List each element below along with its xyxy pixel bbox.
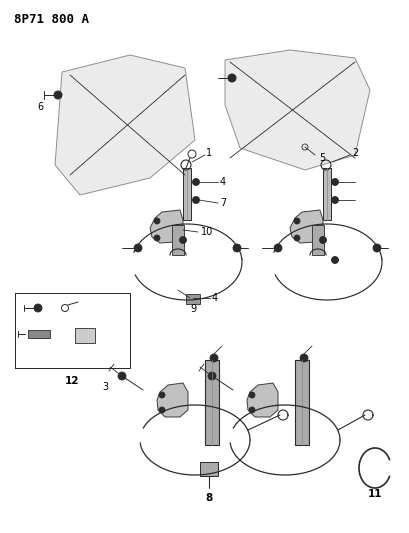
Bar <box>15 293 130 368</box>
Polygon shape <box>225 50 370 170</box>
Text: 8P71 800 A: 8P71 800 A <box>14 13 89 26</box>
Circle shape <box>249 407 255 413</box>
Circle shape <box>332 179 339 185</box>
Circle shape <box>319 237 326 244</box>
Circle shape <box>373 244 381 252</box>
Text: 8: 8 <box>205 493 213 503</box>
Text: 12: 12 <box>65 376 79 386</box>
Text: 2: 2 <box>352 148 358 158</box>
Circle shape <box>159 392 165 398</box>
Bar <box>200 462 218 476</box>
Circle shape <box>210 354 218 362</box>
Text: 9: 9 <box>190 304 196 314</box>
Bar <box>75 328 95 343</box>
Polygon shape <box>55 55 195 195</box>
Text: 11: 11 <box>368 489 382 499</box>
Text: 4: 4 <box>220 177 226 187</box>
Circle shape <box>208 372 216 380</box>
Polygon shape <box>157 383 188 417</box>
Circle shape <box>249 392 255 398</box>
Circle shape <box>228 74 236 82</box>
Circle shape <box>193 197 200 204</box>
Circle shape <box>159 407 165 413</box>
Polygon shape <box>247 383 278 417</box>
Circle shape <box>34 304 42 312</box>
Bar <box>205 360 219 445</box>
Text: 6: 6 <box>37 102 43 112</box>
Bar <box>186 294 200 304</box>
Circle shape <box>154 218 160 224</box>
Text: 1: 1 <box>206 148 212 158</box>
Bar <box>183 168 191 220</box>
Polygon shape <box>28 330 50 338</box>
Polygon shape <box>150 210 183 243</box>
Text: 3: 3 <box>102 382 108 392</box>
Text: 10: 10 <box>201 227 213 237</box>
Circle shape <box>274 244 282 252</box>
Circle shape <box>134 244 142 252</box>
Circle shape <box>294 235 300 241</box>
Circle shape <box>332 256 339 263</box>
Circle shape <box>300 354 308 362</box>
Text: 5: 5 <box>319 153 325 163</box>
Circle shape <box>332 197 339 204</box>
Bar <box>295 360 309 445</box>
Text: 7: 7 <box>220 198 226 208</box>
Bar <box>15 293 130 368</box>
Bar <box>172 225 184 255</box>
Circle shape <box>233 244 241 252</box>
Circle shape <box>180 237 187 244</box>
Polygon shape <box>290 210 323 243</box>
Circle shape <box>54 91 62 99</box>
Circle shape <box>294 218 300 224</box>
Text: 4: 4 <box>212 293 218 303</box>
Circle shape <box>118 372 126 380</box>
Circle shape <box>154 235 160 241</box>
Bar <box>312 225 324 255</box>
Bar <box>323 168 331 220</box>
Circle shape <box>193 179 200 185</box>
